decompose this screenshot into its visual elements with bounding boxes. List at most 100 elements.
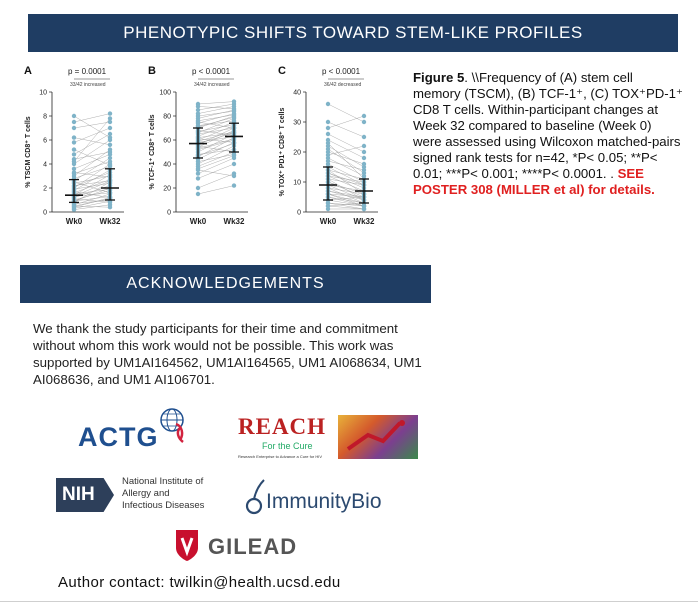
pair-line [327,169,365,180]
data-point-wk0 [71,125,77,131]
pair-line [197,114,235,122]
pair-line [327,145,365,156]
x-tick-label: Wk32 [100,217,121,226]
pair-line [327,166,365,186]
y-tick-label: 40 [163,162,171,169]
immunitybio-wordmark: ImmunityBio [266,490,382,513]
pair-line [73,190,111,201]
pair-line [73,115,111,138]
pair-line [73,133,111,155]
pair-line [327,163,365,183]
pair-line [197,169,235,177]
x-tick-label: Wk32 [354,217,375,226]
pair-line [327,133,365,153]
y-tick-label: 2 [43,186,47,193]
pair-line [197,143,235,156]
y-axis-title: % TOX⁺ PD1⁺ CD8⁺ T cells [279,108,286,197]
pair-line [327,151,365,165]
nih-niaid-logo: NIH National Institute of Allergy and In… [56,476,236,516]
pair-line [73,137,111,146]
data-point-wk32 [231,112,237,117]
bottom-divider [0,601,698,602]
pair-line [197,110,235,117]
pair-line [327,139,365,159]
gilead-shield-icon [176,530,198,561]
pair-line [197,121,235,137]
data-point-wk0 [71,159,77,164]
change-note: 34/42 increased [194,82,230,88]
y-tick-label: 80 [163,114,171,121]
data-point-wk0 [325,101,331,107]
caption-body: . \\Frequency of (A) stem cell memory (T… [413,70,683,181]
pair-line [197,138,235,143]
data-point-wk32 [107,119,113,125]
data-point-wk32 [107,159,113,164]
y-tick-label: 0 [297,210,301,217]
data-point-wk0 [71,113,77,119]
pair-line [327,199,365,207]
reach-subtitle: For the Cure [262,441,313,451]
acknowledgements-title: ACKNOWLEDGEMENTS [126,275,325,292]
pair-line [327,193,365,207]
data-point-wk0 [71,135,77,140]
data-point-wk0 [71,152,77,157]
pair-line [197,121,235,129]
pair-line [327,145,365,168]
pair-line [73,205,111,208]
pair-line [197,116,235,128]
y-tick-label: 20 [163,186,171,193]
data-point-wk0 [195,171,201,176]
pair-line [327,172,365,186]
pair-line [73,200,111,209]
pair-line [73,172,111,178]
y-tick-label: 8 [43,114,47,121]
pair-line [73,161,111,174]
pair-line [73,166,111,179]
pair-line [197,163,235,179]
data-point-wk32 [361,119,367,125]
pair-line [327,196,365,201]
pair-line [197,142,235,160]
niaid-line-1: National Institute of [122,476,204,487]
y-tick-label: 20 [293,150,301,157]
pair-line [73,169,111,191]
pair-line [327,196,365,207]
data-point-wk32 [361,143,367,149]
data-point-wk32 [231,161,237,167]
reach-wordmark: REACH [238,414,327,439]
pair-line [197,109,235,119]
y-tick-label: 10 [39,90,47,97]
panel-label: C [278,65,286,77]
data-point-wk32 [107,111,113,116]
data-point-wk32 [361,203,367,209]
data-point-wk0 [325,146,331,152]
section-banner-phenotypic: PHENOTYPIC SHIFTS TOWARD STEM-LIKE PROFI… [28,14,678,52]
pair-line [73,118,111,162]
data-point-wk32 [361,149,367,155]
data-point-wk0 [195,111,201,116]
pair-line [73,172,111,188]
actg-logo: ACTG [78,404,198,454]
niaid-line-3: Infectious Diseases [122,500,205,511]
pair-line [73,154,111,170]
y-axis-title: % TCF-1⁺ CD8⁺ T cells [149,114,156,189]
data-point-wk0 [195,107,201,113]
pair-line [73,181,111,194]
pair-line [73,196,111,202]
pair-line [73,199,111,204]
niaid-line-2: Allergy and [122,488,170,499]
pair-line [327,175,365,192]
pair-line [73,113,111,123]
pair-line [197,113,235,124]
pair-line [327,169,365,195]
pair-line [73,204,111,210]
change-note: 33/42 increased [70,82,106,88]
data-point-wk32 [107,142,113,147]
y-tick-label: 6 [43,138,47,145]
globe-ribbon-icon [160,408,184,443]
data-point-wk0 [195,118,201,123]
